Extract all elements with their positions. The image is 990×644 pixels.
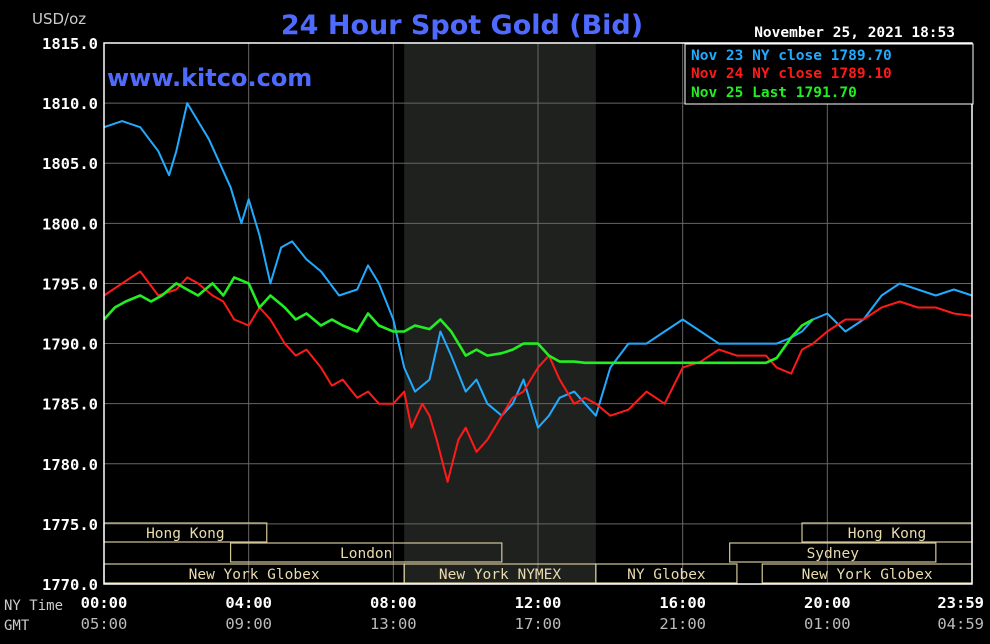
- watermark-url: www.kitco.com: [107, 64, 312, 92]
- session-label: Hong Kong: [146, 526, 225, 542]
- series-lines: [103, 102, 973, 483]
- x-tick-label-gmt: 09:00: [225, 615, 272, 633]
- plot-frame: [103, 42, 973, 585]
- session-label: New York NYMEX: [439, 567, 561, 583]
- x-tick-label-gmt: 01:00: [804, 615, 851, 633]
- session-label: London: [340, 546, 392, 562]
- x-tick-label-ny: 23:59: [937, 594, 984, 612]
- x-tick-label-ny: 16:00: [659, 594, 706, 612]
- session-label: NY Globex: [627, 567, 706, 583]
- axes: 1815.0 1810.0 1805.0 1800.0 1795.0 1790.0 1785…: [42, 35, 984, 633]
- series-line-1: [103, 102, 973, 429]
- y-tick-label: 1780.0: [42, 456, 98, 474]
- x-tick-label-ny: 12:00: [515, 594, 562, 612]
- series-line-3: [103, 276, 814, 365]
- nymex-session-band: [404, 43, 596, 584]
- y-tick-label: 1775.0: [42, 516, 98, 534]
- series-line-2: [103, 270, 973, 483]
- y-tick-label: 1800.0: [42, 215, 98, 233]
- x-tick-label-gmt: 05:00: [81, 615, 128, 633]
- legend-box: [684, 43, 974, 105]
- x-tick-label-ny: 04:00: [225, 594, 272, 612]
- nymex-band: [404, 43, 596, 584]
- session-label: New York Globex: [189, 567, 320, 583]
- session-label: New York Globex: [802, 567, 933, 583]
- gmt-row-label: GMT: [4, 618, 30, 634]
- session-box: [229, 542, 503, 563]
- legend-nov24: Nov 24 NY close 1789.10: [691, 66, 892, 82]
- x-tick-label-ny: 00:00: [81, 594, 128, 612]
- y-tick-label: 1795.0: [42, 275, 98, 293]
- legend-nov25: Nov 25 Last 1791.70: [691, 85, 857, 101]
- y-axis-unit-label: USD/oz: [32, 10, 86, 28]
- y-tick-label: 1770.0: [42, 576, 98, 594]
- y-tick-label: 1785.0: [42, 396, 98, 414]
- market-sessions: Hong Kong Hong Kong London Sydney New York G…: [103, 522, 973, 584]
- y-tick-label: 1805.0: [42, 155, 98, 173]
- session-label: Hong Kong: [848, 526, 927, 542]
- timestamp: November 25, 2021 18:53: [754, 25, 955, 41]
- y-tick-label: 1810.0: [42, 95, 98, 113]
- y-tick-label: 1790.0: [42, 336, 98, 354]
- x-tick-label-ny: 20:00: [804, 594, 851, 612]
- x-tick-label-gmt: 17:00: [515, 615, 562, 633]
- x-tick-label-gmt: 13:00: [370, 615, 417, 633]
- chart-title: 24 Hour Spot Gold (Bid): [281, 10, 643, 41]
- session-box: [595, 563, 738, 584]
- session-label: Sydney: [807, 546, 860, 562]
- ny-time-row-label: NY Time: [4, 598, 63, 614]
- x-tick-label-gmt: 21:00: [659, 615, 706, 633]
- legend: Nov 23 NY close 1789.70 Nov 24 NY close …: [684, 43, 974, 105]
- session-box: [729, 542, 937, 563]
- y-tick-label: 1815.0: [42, 35, 98, 53]
- x-tick-label-gmt: 04:59: [937, 615, 984, 633]
- legend-nov23: Nov 23 NY close 1789.70: [691, 48, 892, 64]
- x-tick-label-ny: 08:00: [370, 594, 417, 612]
